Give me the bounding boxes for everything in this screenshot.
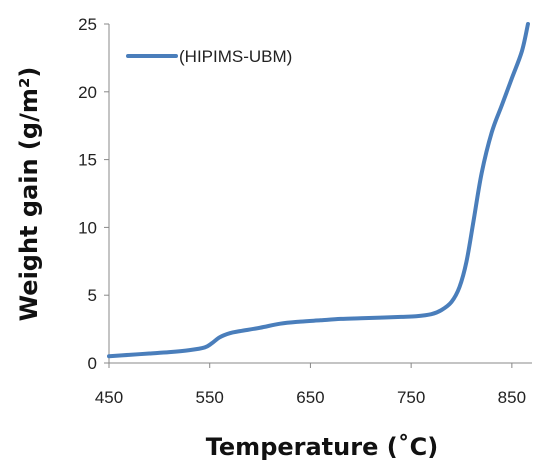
legend-label-hipims-ubm: (HIPIMS-UBM) [179,47,292,66]
y-tick-label: 20 [78,83,97,102]
legend: (HIPIMS-UBM) [126,47,292,66]
y-tick-label: 15 [78,151,97,170]
series-line-0 [107,22,530,359]
series-layer [107,22,530,359]
y-tick-label: 0 [88,354,97,373]
x-tick-label: 850 [498,388,526,407]
x-tick-group: 450 550 650 750 850 [95,363,526,407]
y-axis-title: Weight gain (g/m²) [15,67,43,322]
x-tick-label: 750 [397,388,425,407]
y-tick-label: 25 [78,15,97,34]
plot-area: 450 550 650 750 850 0 5 10 15 20 25 [78,15,532,407]
x-tick-label: 450 [95,388,123,407]
x-axis-title: Temperature (˚C) [206,433,439,461]
x-tick-label: 550 [196,388,224,407]
y-tick-label: 5 [88,286,97,305]
y-tick-label: 10 [78,218,97,237]
x-tick-label: 650 [296,388,324,407]
y-tick-group: 0 5 10 15 20 25 [78,15,109,373]
